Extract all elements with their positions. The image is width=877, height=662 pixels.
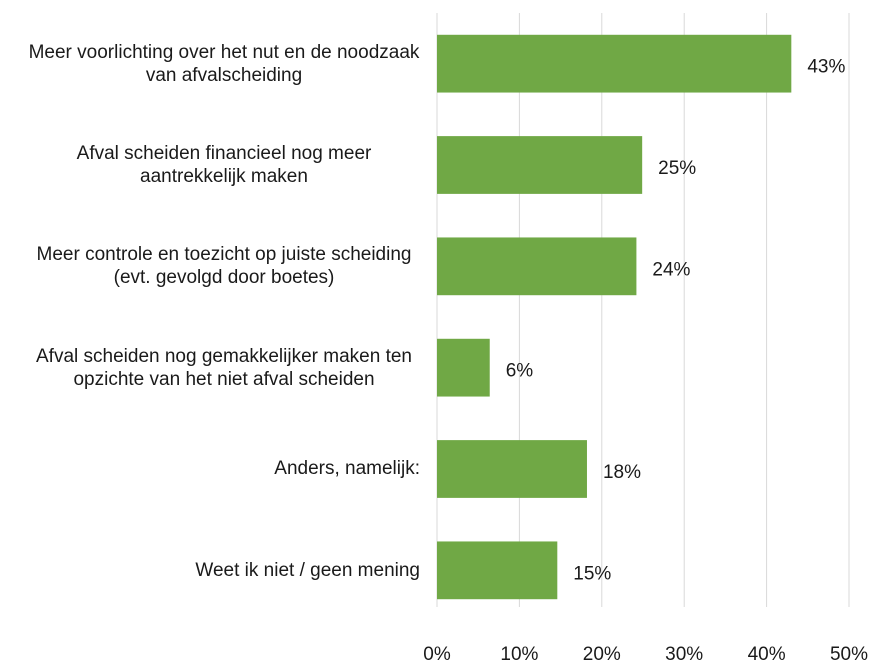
bar bbox=[437, 541, 558, 600]
category-label-box: Anders, namelijk: bbox=[0, 418, 420, 519]
data-label: 15% bbox=[573, 563, 611, 584]
category-label: Weet ik niet / geen mening bbox=[195, 559, 420, 581]
category-label-box: Afval scheiden financieel nog meer aantr… bbox=[0, 114, 420, 215]
category-label-box: Weet ik niet / geen mening bbox=[0, 520, 420, 621]
category-label: Afval scheiden nog gemakkelijker maken t… bbox=[36, 345, 412, 390]
bar bbox=[437, 440, 587, 498]
data-label: 6% bbox=[506, 361, 534, 382]
data-label: 43% bbox=[807, 57, 845, 78]
x-tick-label: 0% bbox=[423, 644, 451, 662]
category-label: Afval scheiden financieel nog meer aantr… bbox=[76, 142, 372, 187]
category-label: Meer voorlichting over het nut en de noo… bbox=[28, 41, 420, 86]
x-tick-label: 20% bbox=[583, 644, 621, 662]
x-tick-label: 50% bbox=[830, 644, 868, 662]
category-label: Anders, namelijk: bbox=[274, 458, 420, 480]
category-label-box: Meer controle en toezicht op juiste sche… bbox=[0, 216, 420, 317]
x-tick-label: 10% bbox=[500, 644, 538, 662]
bar bbox=[437, 338, 490, 397]
category-label: Meer controle en toezicht op juiste sche… bbox=[36, 244, 412, 289]
bar bbox=[437, 34, 792, 93]
data-label: 25% bbox=[658, 158, 696, 179]
x-tick-label: 40% bbox=[748, 644, 786, 662]
category-label-box: Afval scheiden nog gemakkelijker maken t… bbox=[0, 317, 420, 418]
data-label: 24% bbox=[652, 259, 690, 280]
category-label-box: Meer voorlichting over het nut en de noo… bbox=[0, 13, 420, 114]
bar bbox=[437, 136, 643, 194]
bar bbox=[437, 237, 637, 296]
data-label: 18% bbox=[603, 462, 641, 483]
x-tick-label: 30% bbox=[665, 644, 703, 662]
